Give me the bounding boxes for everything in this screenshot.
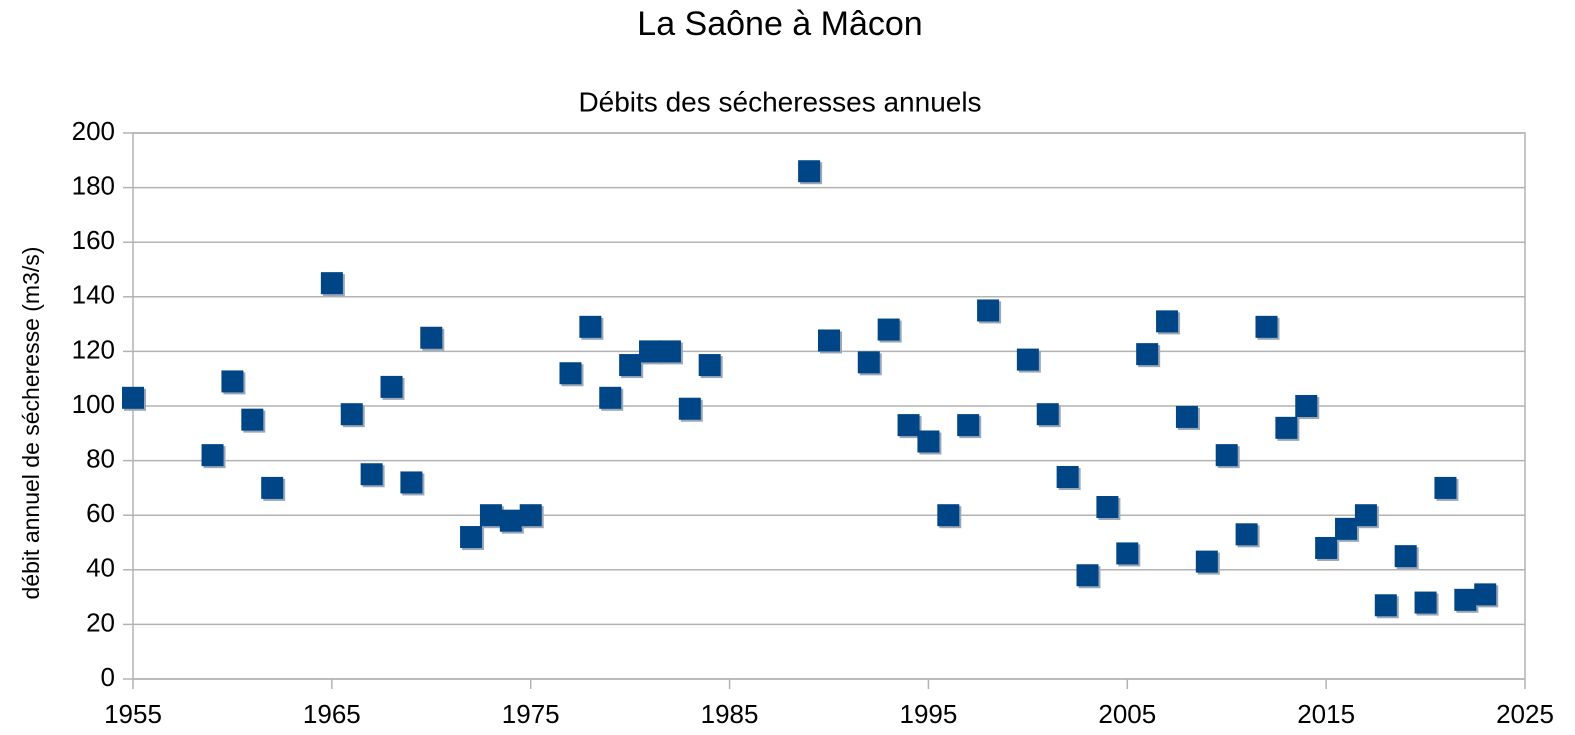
point: [917, 430, 940, 453]
point: [698, 354, 721, 377]
y-tick-label: 100: [72, 389, 115, 419]
point: [1076, 564, 1099, 587]
point: [320, 272, 343, 295]
point: [1215, 444, 1238, 467]
y-tick-label: 0: [101, 662, 115, 692]
point: [897, 414, 920, 437]
point: [122, 386, 144, 409]
y-tick-label: 140: [72, 280, 115, 310]
point: [678, 397, 701, 420]
x-tick-label: 1985: [701, 699, 759, 729]
point: [1235, 523, 1258, 546]
point: [1434, 476, 1457, 499]
point: [1394, 545, 1417, 568]
point: [1255, 315, 1278, 338]
point: [1414, 591, 1437, 614]
chart-title: La Saône à Mâcon: [637, 5, 922, 43]
point: [1275, 416, 1298, 439]
point: [619, 354, 642, 377]
point: [937, 504, 960, 527]
y-tick-label: 20: [86, 607, 115, 637]
point: [818, 329, 840, 352]
point: [479, 504, 502, 527]
point: [261, 476, 284, 499]
x-tick-label: 2025: [1496, 699, 1554, 729]
x-tick-label: 1975: [502, 699, 560, 729]
point: [1295, 395, 1318, 417]
point: [241, 408, 264, 431]
point: [798, 160, 821, 183]
point: [957, 414, 980, 437]
point: [639, 340, 662, 363]
point: [360, 463, 383, 486]
x-tick-label: 2005: [1098, 699, 1156, 729]
point: [579, 315, 602, 338]
point: [1036, 403, 1059, 426]
y-tick-label: 160: [72, 225, 115, 255]
x-tick-label: 1955: [104, 699, 162, 729]
point: [1474, 583, 1497, 606]
point: [380, 375, 403, 398]
y-tick-label: 120: [72, 334, 115, 364]
chart-subtitle: Débits des sécheresses annuels: [578, 86, 981, 117]
point: [658, 340, 681, 363]
point: [1195, 550, 1218, 573]
point: [201, 444, 224, 467]
point: [221, 370, 244, 393]
x-tick-label: 1965: [303, 699, 361, 729]
point: [1454, 588, 1477, 611]
y-tick-label: 80: [86, 443, 115, 473]
y-tick-label: 180: [72, 170, 115, 200]
point: [977, 299, 1000, 322]
point: [400, 471, 423, 494]
y-axis-label: débit annuel de sécheresse (m3/s): [18, 247, 44, 600]
point: [460, 526, 483, 549]
point: [1136, 343, 1159, 366]
point: [599, 386, 622, 409]
point: [1116, 542, 1139, 565]
point: [857, 351, 880, 374]
point: [1374, 594, 1397, 617]
point: [1335, 517, 1358, 540]
point: [519, 504, 542, 527]
y-tick-label: 40: [86, 553, 115, 583]
point: [1175, 405, 1198, 428]
y-tick-label: 60: [86, 498, 115, 528]
point: [559, 362, 582, 385]
point: [1016, 348, 1039, 371]
point: [1315, 536, 1338, 559]
point: [1156, 310, 1179, 333]
point: [1056, 465, 1079, 488]
point: [1096, 496, 1119, 519]
point: [499, 509, 522, 532]
x-tick-label: 1995: [900, 699, 958, 729]
point: [340, 403, 363, 426]
point: [1354, 504, 1377, 527]
x-tick-label: 2015: [1297, 699, 1355, 729]
point: [877, 318, 900, 341]
y-tick-label: 200: [72, 116, 115, 146]
point: [420, 326, 443, 349]
